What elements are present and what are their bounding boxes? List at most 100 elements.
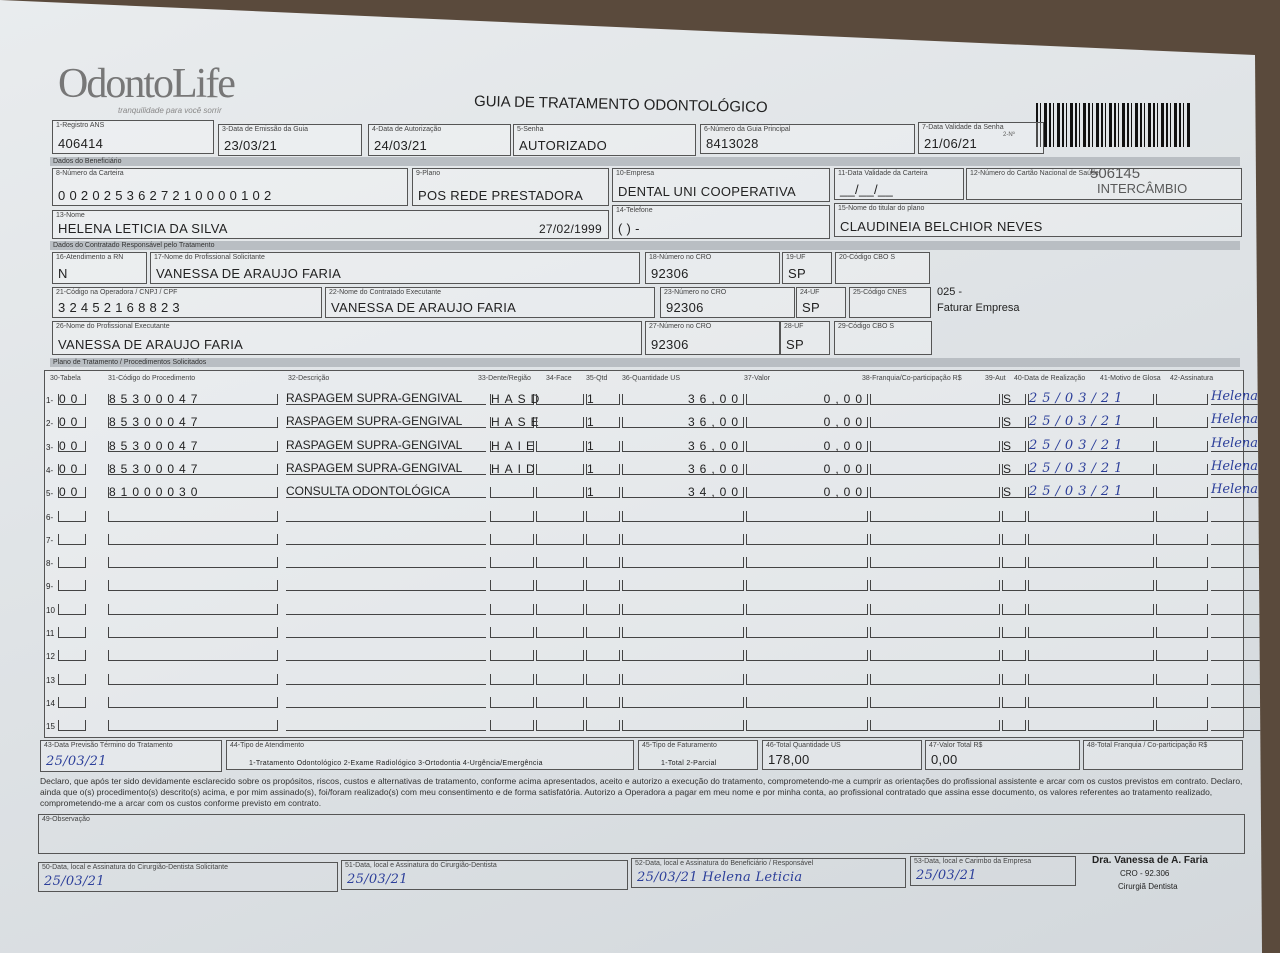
field-uf24[interactable]: 24-UF SP: [796, 287, 846, 318]
cell-us[interactable]: [622, 510, 744, 522]
total-tipo-faturamento[interactable]: 45-Tipo de Faturamento 1-Total 2-Parcial: [638, 740, 758, 770]
cell-codigo[interactable]: [108, 603, 278, 615]
cell-franquia[interactable]: [870, 696, 1000, 708]
cell-aut[interactable]: [1002, 603, 1026, 615]
cell-glosa[interactable]: [1156, 557, 1208, 569]
cell-codigo[interactable]: [108, 557, 278, 569]
field-uf28[interactable]: 28-UF SP: [780, 321, 830, 355]
cell-face[interactable]: [536, 510, 584, 522]
cell-descricao[interactable]: [286, 531, 486, 545]
field-validade-carteira[interactable]: 11-Data Validade da Carteira __/__/__: [834, 168, 964, 200]
cell-assinatura[interactable]: Helena: [1211, 389, 1262, 405]
cell-face[interactable]: [536, 720, 584, 732]
cell-aut[interactable]: S: [1002, 416, 1026, 429]
table-row[interactable]: 10: [46, 598, 1262, 618]
cell-dente[interactable]: [490, 650, 534, 662]
cell-assinatura[interactable]: Helena: [1211, 459, 1262, 475]
field-carteira[interactable]: 8-Número da Carteira 0 0 2 0 2 5 3 6 2 7 …: [52, 168, 408, 206]
field-cro23[interactable]: 23-Número no CRO 92306: [660, 287, 795, 318]
cell-tabela[interactable]: [58, 720, 86, 732]
cell-dente[interactable]: HASD: [490, 392, 545, 406]
cell-codigo[interactable]: [108, 650, 278, 662]
cell-valor[interactable]: [746, 533, 868, 545]
cell-qtd[interactable]: [586, 673, 620, 685]
cell-franquia[interactable]: [870, 627, 1000, 638]
cell-aut[interactable]: S: [1002, 440, 1026, 452]
cell-franquia[interactable]: [870, 650, 1000, 662]
observation-field[interactable]: 49-Observação: [38, 814, 1245, 854]
cell-codigo[interactable]: [108, 510, 278, 522]
field-cns[interactable]: 12-Número do Cartão Nacional de Saúde: [966, 168, 1242, 200]
cell-descricao[interactable]: [286, 717, 486, 732]
cell-us[interactable]: [622, 533, 744, 545]
table-row[interactable]: 6-: [46, 505, 1262, 525]
cell-franquia[interactable]: [870, 580, 1000, 592]
cell-dente[interactable]: [490, 720, 534, 732]
cell-face[interactable]: [536, 673, 584, 685]
cell-franquia[interactable]: [870, 487, 1000, 499]
field-cro27[interactable]: 27-Número no CRO 92306: [645, 321, 780, 355]
cell-dente[interactable]: HAID: [490, 461, 540, 476]
cell-descricao[interactable]: [286, 508, 486, 522]
cell-valor[interactable]: [746, 580, 868, 592]
cell-tabela[interactable]: [58, 533, 86, 545]
cell-codigo[interactable]: 85300047: [108, 416, 278, 429]
cell-tabela[interactable]: 00: [58, 440, 86, 452]
field-cbo29[interactable]: 29-Código CBO S: [834, 321, 932, 355]
field-uf19[interactable]: 19-UF SP: [782, 252, 832, 284]
cell-franquia[interactable]: [870, 417, 1000, 429]
cell-qtd[interactable]: 1: [586, 486, 620, 499]
field-prof-executante[interactable]: 26-Nome do Profissional Executante VANESS…: [52, 321, 642, 355]
field-titular[interactable]: 15-Nome do titular do plano CLAUDINEIA BE…: [834, 203, 1242, 237]
cell-descricao[interactable]: [286, 554, 486, 569]
cell-dente[interactable]: [490, 603, 534, 615]
cell-qtd[interactable]: [586, 580, 620, 592]
cell-data[interactable]: [1028, 533, 1154, 545]
cell-qtd[interactable]: [586, 650, 620, 662]
cell-data[interactable]: [1028, 557, 1154, 569]
cell-qtd[interactable]: [586, 533, 620, 545]
cell-face[interactable]: [536, 557, 584, 569]
cell-glosa[interactable]: [1156, 696, 1208, 708]
cell-assinatura[interactable]: [1211, 706, 1262, 708]
cell-valor[interactable]: [746, 650, 868, 662]
field-guia-principal[interactable]: 6-Número da Guia Principal 8413028: [700, 124, 915, 154]
table-row[interactable]: 9-: [46, 574, 1262, 594]
cell-qtd[interactable]: [586, 603, 620, 615]
table-row[interactable]: 5- 00 81000030 CONSULTA ODONTOLÓGICA 1 34,00 0…: [46, 481, 1262, 501]
cell-face[interactable]: [536, 394, 584, 405]
table-row[interactable]: 4- 00 85300047 RASPAGEM SUPRA-GENGIVAL HAID 1…: [46, 458, 1262, 478]
cell-us[interactable]: [622, 650, 744, 662]
cell-tabela[interactable]: [58, 580, 86, 592]
field-contratado[interactable]: 22-Nome do Contratado Executante VANESSA …: [325, 287, 655, 318]
cell-us[interactable]: 36,00: [622, 416, 744, 429]
cell-us[interactable]: 34,00: [622, 486, 744, 499]
cell-descricao[interactable]: RASPAGEM SUPRA-GENGIVAL: [286, 438, 486, 452]
signature-field[interactable]: 52-Data, local e Assinatura do Beneficiá…: [631, 858, 906, 888]
cell-us[interactable]: [622, 673, 744, 685]
cell-codigo[interactable]: [108, 696, 278, 708]
field-prof-solicitante[interactable]: 17-Nome do Profissional Solicitante VANES…: [150, 252, 640, 284]
cell-data[interactable]: 25/03/21: [1028, 415, 1154, 429]
cell-aut[interactable]: [1002, 533, 1026, 545]
cell-aut[interactable]: S: [1002, 393, 1026, 405]
cell-valor[interactable]: [746, 673, 868, 685]
field-cbo20[interactable]: 20-Código CBO S: [835, 252, 930, 284]
cell-assinatura[interactable]: [1211, 567, 1262, 569]
cell-assinatura[interactable]: Helena: [1211, 482, 1262, 499]
cell-aut[interactable]: [1002, 696, 1026, 708]
table-row[interactable]: 15: [46, 714, 1262, 734]
cell-dente[interactable]: [490, 696, 534, 708]
field-cod-operadora[interactable]: 21-Código na Operadora / CNPJ / CPF 3 2 4…: [52, 287, 322, 318]
cell-tabela[interactable]: [58, 510, 86, 522]
field-cro18[interactable]: 18-Número no CRO 92306: [645, 252, 780, 284]
cell-assinatura[interactable]: Helena: [1211, 436, 1262, 452]
table-row[interactable]: 13: [46, 668, 1262, 688]
cell-data[interactable]: [1028, 580, 1154, 592]
total-tipo-atendimento[interactable]: 44-Tipo de Atendimento 1-Tratamento Odont…: [226, 740, 634, 770]
cell-codigo[interactable]: [108, 673, 278, 685]
cell-franquia[interactable]: [870, 557, 1000, 569]
cell-aut[interactable]: [1002, 627, 1026, 638]
cell-us[interactable]: [622, 627, 744, 638]
cell-codigo[interactable]: [108, 720, 278, 732]
